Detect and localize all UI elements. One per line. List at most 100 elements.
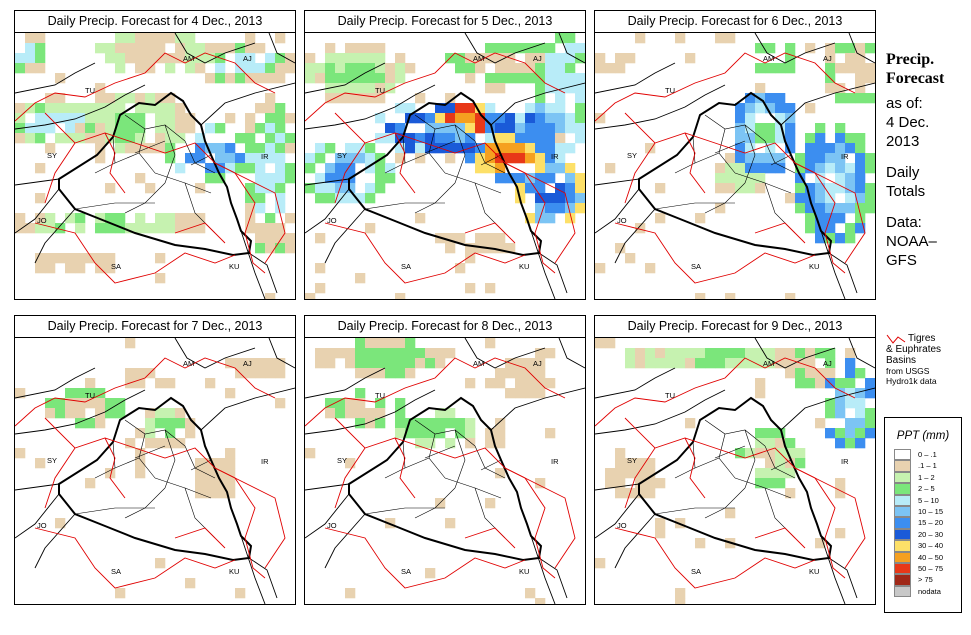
precip-cell xyxy=(565,143,576,154)
precip-cell xyxy=(545,113,556,124)
precip-cell xyxy=(565,213,576,224)
precip-cell xyxy=(575,203,585,214)
province-border xyxy=(654,202,735,210)
precip-cell xyxy=(435,133,446,144)
precip-cell xyxy=(765,103,776,114)
precip-cell xyxy=(375,183,386,194)
precip-cell xyxy=(805,163,816,174)
precip-cell xyxy=(345,408,356,419)
precip-cell xyxy=(205,73,216,84)
precip-cell xyxy=(445,243,456,254)
country-label-am: AM xyxy=(183,54,194,63)
precip-cell xyxy=(845,183,856,194)
province-border xyxy=(134,445,166,459)
precip-cell xyxy=(375,53,386,64)
precip-cell xyxy=(545,428,556,439)
precip-cell xyxy=(375,63,386,74)
precip-cell xyxy=(25,33,36,44)
precip-cell xyxy=(35,253,46,264)
precip-cell xyxy=(725,348,736,359)
precip-cell xyxy=(215,73,226,84)
country-label-aj: AJ xyxy=(533,359,542,368)
precip-cell xyxy=(805,358,816,369)
precip-cell xyxy=(475,123,486,134)
precip-cell xyxy=(375,73,386,84)
precip-cell xyxy=(395,63,406,74)
precip-cell xyxy=(265,113,276,124)
info-date2: 2013 xyxy=(886,133,920,150)
province-border xyxy=(414,114,476,142)
precip-cell xyxy=(525,123,536,134)
precip-cell xyxy=(835,133,846,144)
country-label-ir: IR xyxy=(841,152,849,161)
precip-cell xyxy=(365,358,376,369)
precip-cell xyxy=(65,103,76,114)
country-label-sy: SY xyxy=(337,151,347,160)
precip-cell xyxy=(395,293,406,299)
precip-cell xyxy=(545,193,556,204)
precip-cell xyxy=(385,338,396,349)
precip-cell xyxy=(45,123,56,134)
precip-cell xyxy=(95,418,106,429)
precip-cell xyxy=(215,173,226,184)
precip-cell xyxy=(455,113,466,124)
precip-cell xyxy=(125,33,136,44)
precip-cell xyxy=(775,163,786,174)
country-border xyxy=(780,387,875,431)
precip-cell xyxy=(35,263,46,274)
legend-label: 20 – 30 xyxy=(918,529,944,539)
precip-cell xyxy=(745,448,756,459)
precip-cell xyxy=(95,113,106,124)
precip-cell xyxy=(755,153,766,164)
precip-cell xyxy=(515,378,526,389)
precip-cell xyxy=(125,113,136,124)
precip-cell xyxy=(795,458,806,469)
precip-cell xyxy=(785,488,796,499)
precip-cell xyxy=(355,43,366,54)
basin-boundary xyxy=(324,222,526,284)
precip-cell xyxy=(465,153,476,164)
precip-cell xyxy=(165,63,176,74)
basin-boundary xyxy=(794,162,866,264)
province-border xyxy=(444,477,502,499)
country-border xyxy=(324,208,366,264)
basin-boundary xyxy=(214,467,286,569)
precip-cell xyxy=(605,338,616,349)
precip-cell xyxy=(105,223,116,234)
precip-cell xyxy=(35,103,46,114)
basin-boundary xyxy=(44,142,76,204)
precip-cell xyxy=(275,173,286,184)
precip-cell xyxy=(535,598,546,604)
country-border xyxy=(614,208,656,264)
precip-cell xyxy=(535,53,546,64)
precip-cell xyxy=(335,73,346,84)
precip-cell xyxy=(855,73,866,84)
precip-cell xyxy=(315,233,326,244)
precip-cell xyxy=(435,113,446,124)
precip-cell xyxy=(305,63,316,74)
precip-cell xyxy=(135,458,146,469)
precip-cell xyxy=(645,263,656,274)
precip-cell xyxy=(365,348,376,359)
precip-cell xyxy=(155,378,166,389)
precip-cell xyxy=(195,458,206,469)
precip-cell xyxy=(845,368,856,379)
precip-cell xyxy=(35,458,46,469)
precip-cell xyxy=(15,448,26,459)
precip-cell xyxy=(835,63,846,74)
precip-cell xyxy=(35,193,46,204)
precip-cell xyxy=(485,133,496,144)
precip-cell xyxy=(245,368,256,379)
precip-cell xyxy=(785,368,796,379)
precip-cell xyxy=(445,518,456,529)
precip-cell xyxy=(575,103,585,114)
precip-cell xyxy=(365,53,376,64)
country-label-aj: AJ xyxy=(243,359,252,368)
precip-cell xyxy=(515,63,526,74)
province-border xyxy=(424,140,456,154)
legend-label: 30 – 40 xyxy=(918,541,944,551)
precip-cell xyxy=(735,103,746,114)
precip-cell xyxy=(645,458,656,469)
precip-cell xyxy=(305,448,316,459)
basin-boundary xyxy=(34,222,236,284)
